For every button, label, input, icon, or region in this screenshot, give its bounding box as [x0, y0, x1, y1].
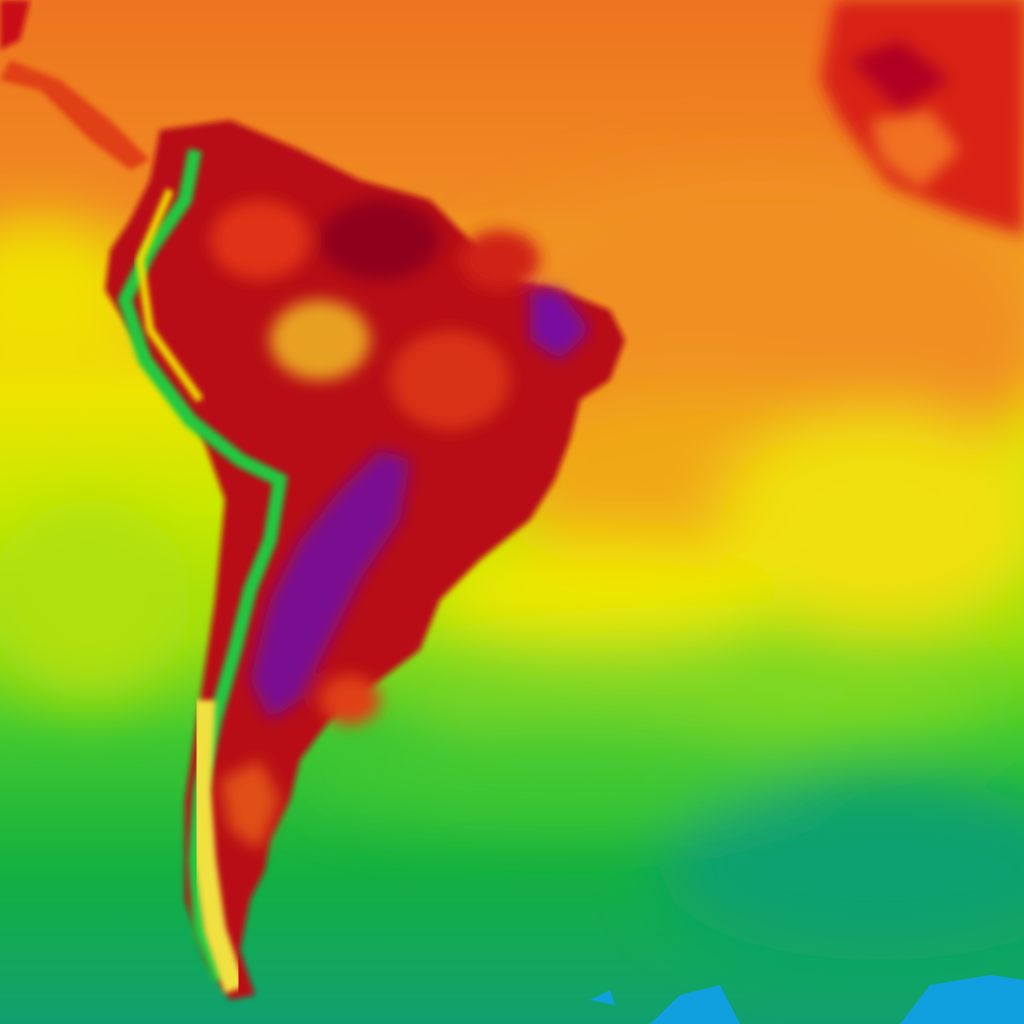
- south-america: [105, 120, 625, 1000]
- central-america: [0, 0, 150, 170]
- ocean-patterns: [0, 170, 1024, 960]
- ice-edge: [590, 975, 1024, 1024]
- africa: [820, 0, 1024, 235]
